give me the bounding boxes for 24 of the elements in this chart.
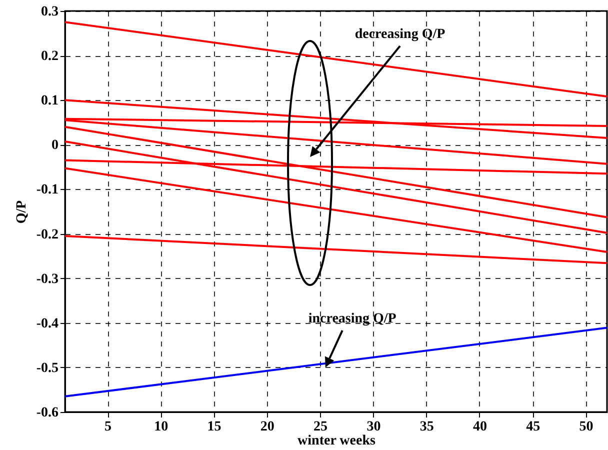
y-tick-label: -0.3 [36, 272, 58, 287]
y-tick-label: -0.5 [36, 360, 58, 376]
y-tick-label: -0.4 [36, 316, 58, 332]
y-tick-label: -0.6 [36, 406, 58, 420]
x-tick-label: 35 [420, 420, 434, 434]
y-tick-label: -0.1 [36, 182, 58, 198]
x-tick-label: 50 [579, 420, 594, 434]
y-axis-title: Q/P [14, 200, 30, 224]
x-tick-label: 10 [154, 420, 168, 434]
y-tick-label: 0 [52, 138, 58, 154]
y-tick-label: -0.2 [36, 227, 58, 242]
x-tick-label: 40 [472, 420, 487, 434]
x-tick-label: 15 [207, 420, 222, 434]
annotation: increasing Q/P [308, 311, 397, 326]
x-tick-label: 30 [366, 420, 381, 434]
x-tick-label: 25 [314, 420, 328, 434]
x-tick-label: 45 [526, 420, 540, 434]
annotation: decreasing Q/P [354, 27, 446, 42]
x-tick-label: 5 [104, 420, 112, 434]
y-tick-label: 0.3 [41, 4, 58, 20]
y-tick-label: 0.1 [41, 94, 58, 109]
x-axis-title: winter weeks [298, 434, 376, 448]
x-tick-label: 20 [260, 420, 274, 434]
y-tick-label: 0.2 [41, 49, 58, 64]
